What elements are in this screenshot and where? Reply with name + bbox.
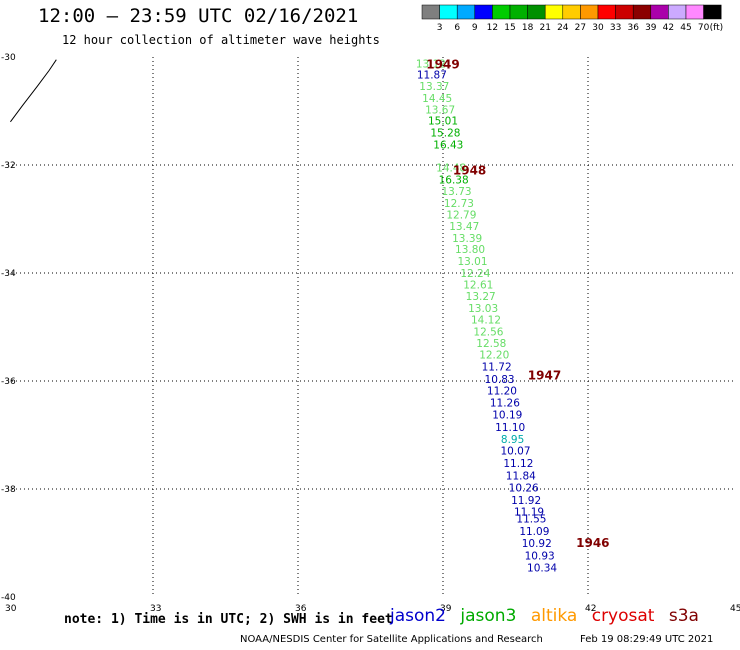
wave-height-value: 11.55 [516, 514, 546, 526]
units-note: note: 1) Time is in UTC; 2) SWH is in fe… [64, 612, 393, 627]
wave-height-value: 10.93 [525, 550, 555, 562]
colorbar-label: 45 [680, 23, 691, 33]
credit-line: NOAA/NESDIS Center for Satellite Applica… [240, 634, 543, 645]
generated-timestamp: Feb 19 08:29:49 UTC 2021 [580, 634, 714, 645]
wave-height-value: 11.10 [495, 422, 525, 434]
pass-time-label: 1948 [453, 163, 486, 177]
colorbar-label: 42 [663, 23, 674, 33]
colorbar-label: 9 [472, 23, 478, 33]
colorbar-label: 30 [592, 23, 604, 33]
wave-height-value: 16.43 [433, 139, 463, 151]
wave-height-value: 13.03 [468, 303, 498, 315]
wave-height-value: 11.87 [417, 69, 447, 81]
wave-height-value: 8.95 [501, 434, 524, 446]
colorbar-label: 33 [610, 23, 621, 33]
wave-height-value: 11.20 [487, 386, 517, 398]
x-tick-label: 33 [150, 604, 161, 614]
colorbar-label: 15 [504, 23, 515, 33]
y-tick-label: -38 [1, 485, 16, 495]
x-tick-label: 30 [5, 604, 17, 614]
wave-height-value: 13.39 [452, 233, 482, 245]
chart-title: 12:00 – 23:59 UTC 02/16/2021 [38, 5, 359, 27]
x-tick-label: 39 [440, 604, 452, 614]
y-tick-label: -36 [1, 377, 16, 387]
wave-height-value: 12.20 [479, 350, 509, 362]
wave-height-value: 13.01 [457, 256, 487, 268]
colorbar-label: 18 [522, 23, 534, 33]
legend-item-jason2: jason2 [390, 606, 446, 626]
y-tick-label: -40 [1, 593, 16, 603]
wave-height-value: 13.80 [455, 244, 485, 256]
colorbar-label: 6 [454, 23, 460, 33]
wave-height-value: 12.61 [463, 279, 493, 291]
colorbar-label: 24 [557, 23, 569, 33]
legend-item-s3a: s3a [668, 606, 699, 626]
color-scale-bar: 3 6 9 12 15 18 21 24 27 30 33 36 39 42 45 70 (ft) [421, 4, 724, 33]
wave-height-value: 11.12 [503, 458, 533, 470]
wave-height-value: 13.37 [419, 81, 449, 93]
wave-height-value: 11.84 [506, 471, 536, 483]
colorbar-label: 70 [698, 23, 710, 33]
wave-height-value: 13.12 [416, 58, 446, 70]
wave-height-value: 10.92 [522, 538, 552, 550]
wave-height-value: 11.09 [519, 526, 549, 538]
wave-height-value: 15.01 [428, 116, 458, 128]
colorbar-label: 12 [487, 23, 498, 33]
wave-height-value: 10.83 [485, 374, 515, 386]
wave-height-value: 12.73 [444, 198, 474, 210]
wave-height-value: 12.24 [460, 268, 490, 280]
wave-height-value: 10.07 [500, 446, 530, 458]
legend-item-cryosat: cryosat [591, 606, 655, 626]
colorbar-swatch [703, 4, 722, 20]
colorbar-label: 27 [575, 23, 586, 33]
x-tick-label: 45 [730, 604, 740, 614]
wave-height-value: 13.67 [425, 104, 455, 116]
colorbar-unit: (ft) [710, 23, 724, 33]
satellite-legend: jason2 jason3 altika cryosat s3a [390, 606, 708, 626]
wave-height-value: 11.19 [514, 507, 544, 519]
x-tick-label: 36 [295, 604, 307, 614]
wave-height-value: 14.12 [471, 314, 501, 326]
chart-subtitle: 12 hour collection of altimeter wave hei… [62, 33, 380, 47]
wave-height-value: 10.34 [527, 562, 557, 574]
wave-height-value: 11.72 [482, 361, 512, 373]
wave-height-value: 14.48 [436, 163, 466, 175]
pass-time-label: 1946 [576, 536, 609, 550]
colorbar-label: 36 [627, 23, 639, 33]
wave-height-value: 11.92 [511, 495, 541, 507]
coastline [10, 59, 57, 123]
wave-height-value: 12.79 [446, 210, 476, 222]
wave-height-value: 12.58 [476, 338, 506, 350]
y-tick-label: -30 [1, 53, 16, 63]
wave-height-value: 14.45 [422, 93, 452, 105]
colorbar-label: 39 [645, 23, 657, 33]
y-tick-label: -34 [1, 269, 16, 279]
colorbar-label: 3 [437, 23, 443, 33]
legend-item-jason3: jason3 [460, 606, 517, 626]
wave-height-value: 15.28 [430, 128, 460, 140]
wave-height-value: 10.19 [492, 409, 522, 421]
pass-time-label: 1949 [426, 57, 459, 71]
wave-height-value: 13.27 [466, 291, 496, 303]
x-tick-label: 42 [585, 604, 596, 614]
wave-height-value: 13.73 [442, 186, 472, 198]
wave-height-value: 16.38 [439, 175, 469, 187]
y-tick-label: -32 [1, 161, 16, 171]
legend-item-altika: altika [530, 606, 578, 626]
colorbar-label: 21 [539, 23, 550, 33]
wave-height-value: 11.26 [490, 398, 520, 410]
wave-height-value: 13.47 [449, 221, 479, 233]
wave-height-value: 10.26 [509, 482, 539, 494]
wave-height-value: 12.56 [473, 326, 503, 338]
pass-time-label: 1947 [528, 369, 561, 383]
